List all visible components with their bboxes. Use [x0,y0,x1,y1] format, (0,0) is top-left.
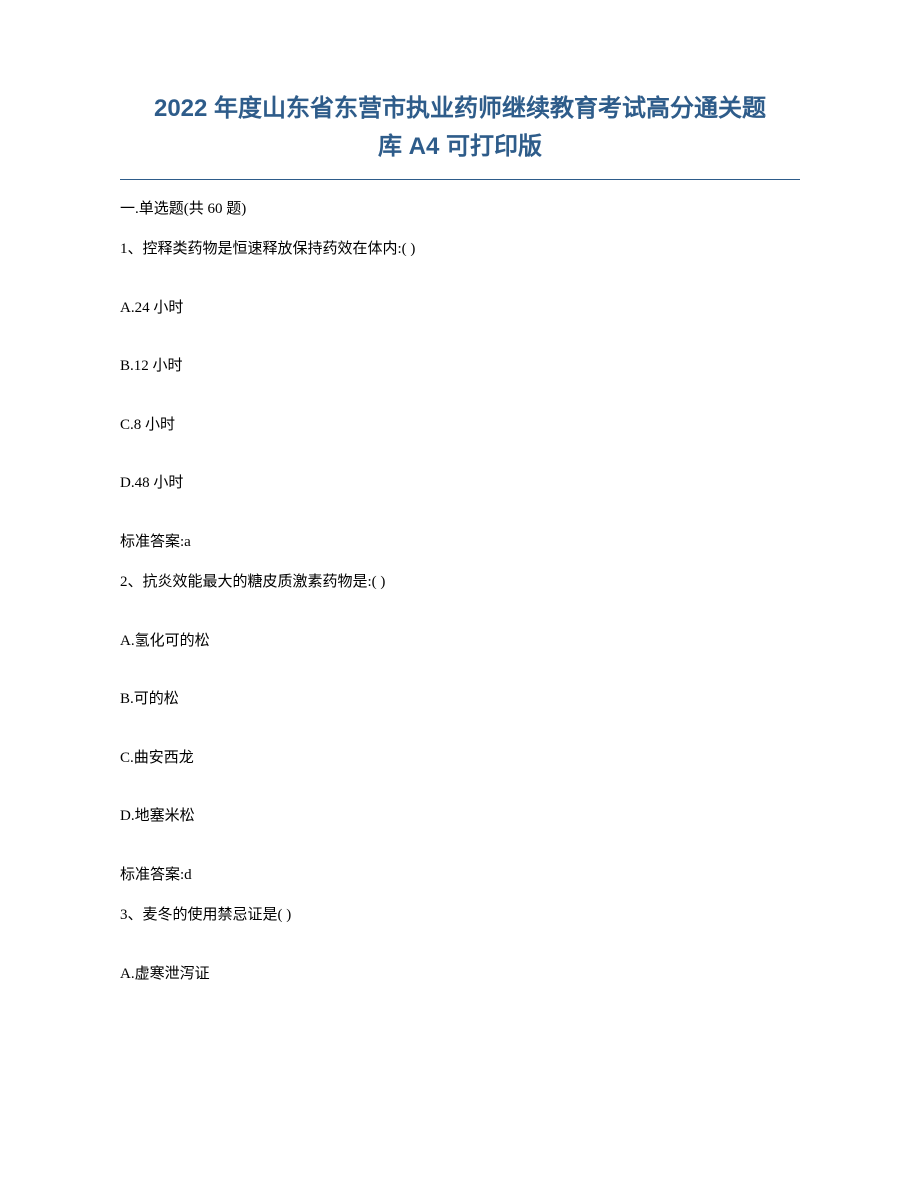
document-title: 2022 年度山东省东营市执业药师继续教育考试高分通关题 库 A4 可打印版 [120,90,800,167]
title-line-1: 2022 年度山东省东营市执业药师继续教育考试高分通关题 [154,95,766,122]
question-2-option-a: A.氢化可的松 [120,630,800,653]
title-line-2: 库 A4 可打印版 [378,133,542,160]
question-1-option-d: D.48 小时 [120,472,800,495]
question-1-option-c: C.8 小时 [120,414,800,437]
title-divider [120,179,800,180]
question-1-option-a: A.24 小时 [120,297,800,320]
question-3-option-a: A.虚寒泄泻证 [120,963,800,986]
question-3: 3、麦冬的使用禁忌证是( ) [120,904,800,927]
question-1: 1、控释类药物是恒速释放保持药效在体内:( ) [120,238,800,261]
question-1-option-b: B.12 小时 [120,355,800,378]
question-2: 2、抗炎效能最大的糖皮质激素药物是:( ) [120,571,800,594]
question-2-option-d: D.地塞米松 [120,805,800,828]
question-1-answer: 标准答案:a [120,531,800,554]
question-2-option-b: B.可的松 [120,688,800,711]
question-2-option-c: C.曲安西龙 [120,747,800,770]
section-header: 一.单选题(共 60 题) [120,198,800,221]
question-2-answer: 标准答案:d [120,864,800,887]
